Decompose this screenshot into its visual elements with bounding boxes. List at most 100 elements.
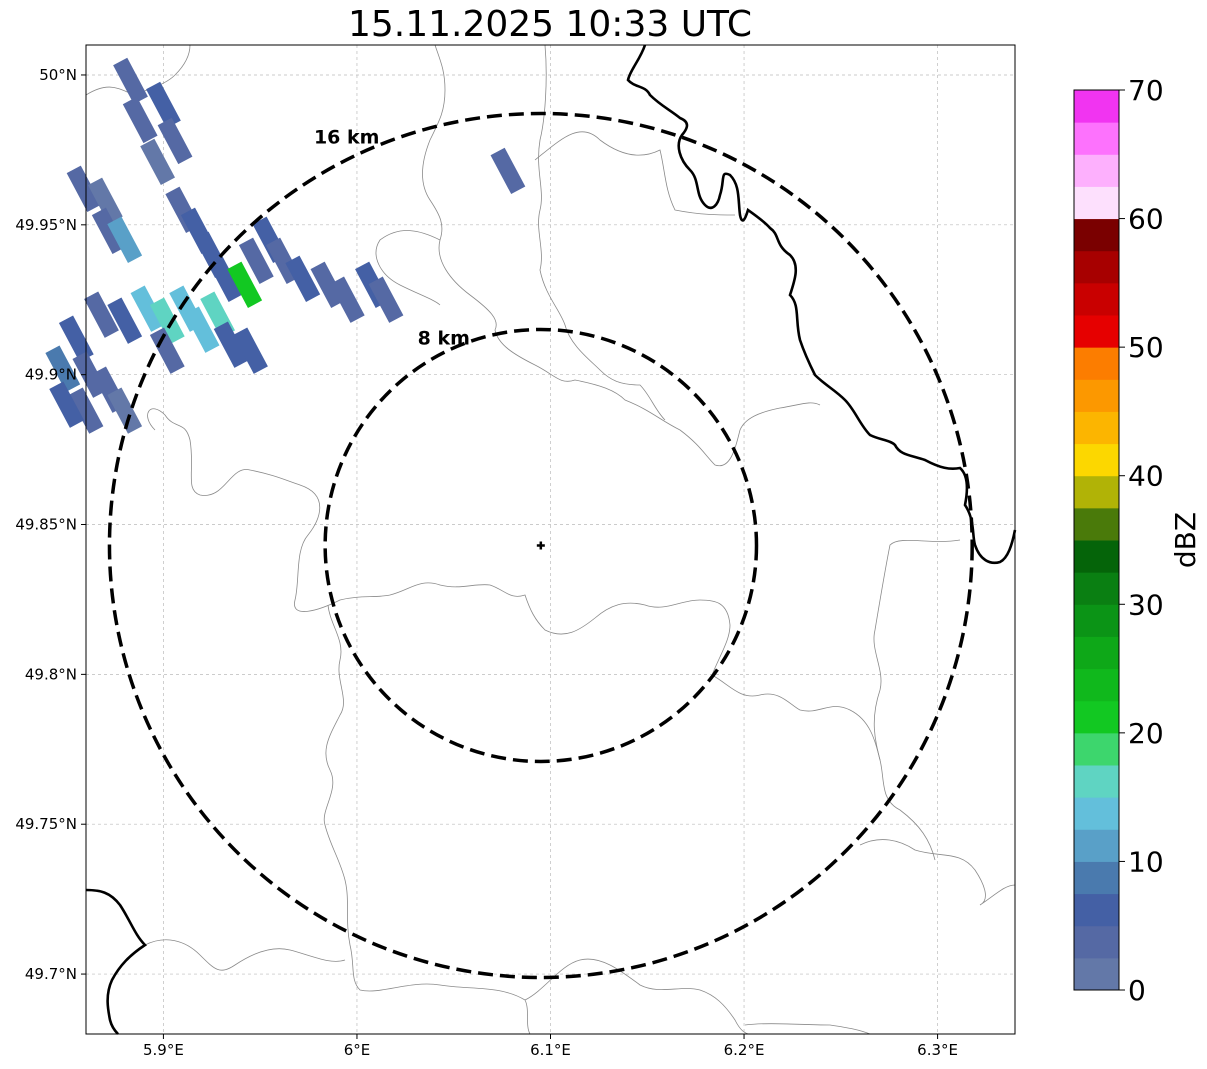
x-tick-label: 6.2°E (724, 1041, 765, 1059)
range-rings: 8 km 16 km (107, 111, 974, 980)
reflectivity-cell (146, 81, 181, 129)
colorbar-bin (1074, 765, 1119, 798)
border-line (744, 1023, 871, 1035)
range-ring-label: 8 km (418, 328, 470, 350)
border-line (534, 131, 736, 216)
colorbar-tick-label: 10 (1128, 845, 1164, 878)
x-tick-label: 6.1°E (530, 1041, 571, 1059)
y-tick-label: 49.7°N (25, 965, 77, 983)
reflectivity-cell (285, 255, 321, 302)
colorbar-tick-label: 40 (1128, 460, 1164, 493)
y-tick-label: 49.8°N (25, 665, 77, 683)
borders (85, 44, 1017, 1035)
colorbar-bin (1074, 186, 1119, 220)
border-line (711, 674, 936, 861)
reflectivity-cell (130, 285, 166, 332)
reflectivity-cell (184, 306, 220, 353)
border-line (375, 230, 441, 306)
colorbar-bin (1074, 250, 1119, 284)
colorbar-bin (1074, 668, 1119, 702)
reflectivity-cell (490, 147, 526, 195)
reflectivity-cell (45, 345, 81, 392)
colorbar-bin (1074, 925, 1119, 959)
border-line (144, 939, 346, 971)
y-axis-ticks: 50°N 49.95°N 49.9°N 49.85°N 49.8°N 49.75°N 49.… (15, 66, 86, 983)
border-line (873, 539, 961, 761)
border-line (538, 44, 666, 421)
colorbar-tick-label: 60 (1128, 203, 1164, 236)
colorbar-bin (1074, 475, 1119, 509)
reflectivity-cell (368, 276, 404, 323)
x-axis-ticks: 5.9°E 6°E 6.1°E 6.2°E 6.3°E (143, 1034, 958, 1059)
colorbar-bin (1074, 443, 1119, 477)
border-line (147, 408, 731, 676)
reflectivity-cell (149, 297, 185, 344)
border-line (859, 839, 1016, 906)
colorbar-bin (1074, 218, 1119, 252)
colorbar-tick-label: 20 (1128, 717, 1164, 750)
reflectivity-cell (107, 387, 143, 434)
colorbar-tick-label: 30 (1128, 588, 1164, 621)
colorbar-bin (1074, 700, 1119, 734)
reflectivity-cell (107, 297, 143, 344)
reflectivity-cell (113, 57, 148, 105)
reflectivity-layer (45, 57, 526, 434)
y-tick-label: 49.95°N (15, 216, 77, 234)
colorbar-frame (1073, 89, 1120, 991)
colorbar-bin (1074, 572, 1119, 605)
national-border (626, 44, 1017, 565)
y-tick-label: 50°N (39, 66, 77, 84)
colorbar-bin (1074, 122, 1119, 155)
reflectivity-cell (207, 255, 243, 302)
reflectivity-cell (87, 177, 123, 225)
colorbar-bin (1074, 957, 1119, 991)
colorbar-bin (1074, 636, 1119, 670)
colorbar-bin (1074, 411, 1119, 445)
colorbar-label: dBZ (1169, 512, 1202, 568)
national-border (85, 888, 148, 1035)
colorbar-bin (1074, 893, 1119, 927)
reflectivity-cell (157, 117, 193, 165)
radar-site-marker (536, 541, 545, 550)
reflectivity-cell (66, 165, 102, 213)
colorbar-bin (1074, 379, 1119, 412)
range-ring (323, 327, 759, 764)
colorbar-bin (1074, 90, 1119, 123)
colorbar-bin (1074, 829, 1119, 862)
chart-title: 15.11.2025 10:33 UTC (347, 4, 753, 45)
range-ring (107, 111, 974, 980)
x-tick-label: 6.3°E (917, 1041, 958, 1059)
reflectivity-cell (238, 237, 274, 284)
border-line (524, 958, 751, 1035)
colorbar-bin (1074, 282, 1119, 316)
y-tick-label: 49.75°N (15, 815, 77, 833)
y-tick-label: 49.85°N (15, 516, 77, 534)
reflectivity-cell (49, 381, 85, 428)
range-ring-label: 16 km (314, 127, 380, 149)
gridlines (86, 45, 1015, 1034)
reflectivity-cell (58, 315, 94, 362)
colorbar-bin (1074, 347, 1119, 380)
x-tick-label: 5.9°E (143, 1041, 184, 1059)
border-line (323, 604, 531, 1035)
colorbar-bin (1074, 604, 1119, 637)
reflectivity-cell (140, 138, 176, 186)
colorbar-bin (1074, 154, 1119, 187)
reflectivity-cell (213, 321, 249, 368)
colorbar-bin (1074, 861, 1119, 895)
reflectivity-cell (84, 291, 119, 338)
reflectivity-cell (107, 216, 143, 263)
colorbar-bin (1074, 540, 1119, 573)
colorbar-tick-label: 50 (1128, 331, 1164, 364)
reflectivity-cell (122, 96, 158, 144)
y-tick-label: 49.9°N (25, 366, 77, 384)
reflectivity-cell (227, 261, 263, 308)
colorbar-bin (1074, 732, 1119, 766)
reflectivity-cell (233, 327, 268, 374)
reflectivity-cell (149, 327, 185, 374)
colorbar-bin (1074, 507, 1119, 541)
x-tick-label: 6°E (344, 1041, 371, 1059)
colorbar-bin (1074, 315, 1119, 348)
reflectivity-cell (329, 276, 365, 323)
